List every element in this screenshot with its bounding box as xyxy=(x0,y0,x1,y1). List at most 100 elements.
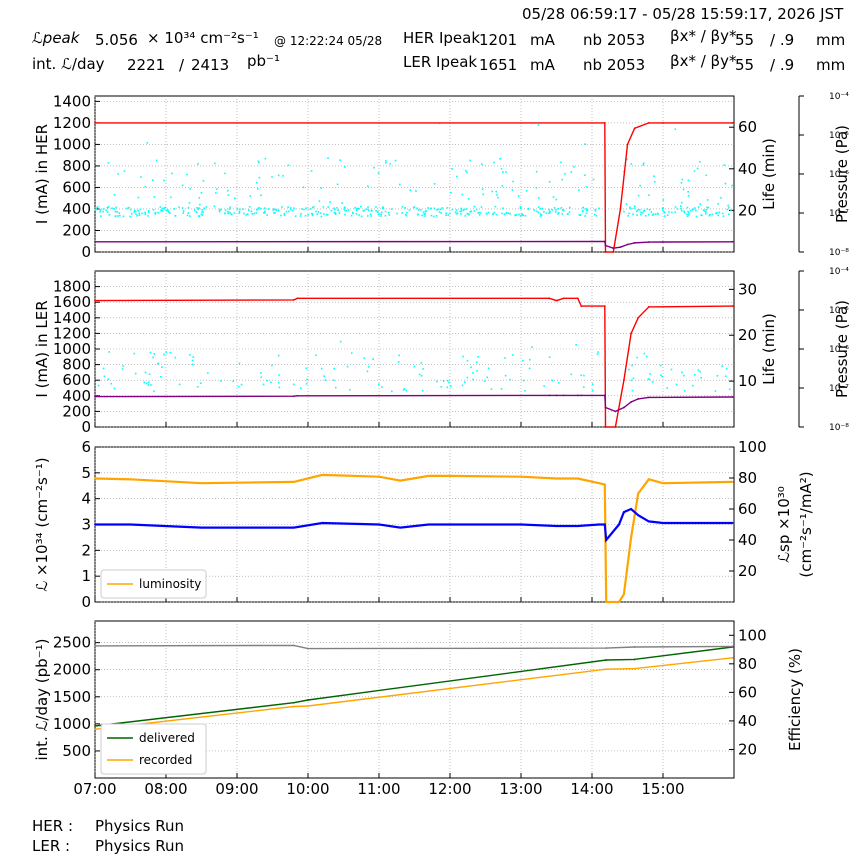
scatter-point-0-462 xyxy=(129,208,132,211)
scatter-point-0-445 xyxy=(285,210,288,213)
scatter-point-0-261 xyxy=(100,215,102,217)
data-point-2-1-19 xyxy=(647,520,650,523)
scatter-point-0-425 xyxy=(518,213,520,216)
data-point-2-1-3 xyxy=(292,526,295,529)
y-tick-label-3-1: 1000 xyxy=(53,715,91,733)
scatter-point-0-103 xyxy=(370,215,373,217)
scatter-point-1-102 xyxy=(163,353,165,356)
scatter-point-0-466 xyxy=(182,210,185,212)
scatter-point-0-337 xyxy=(199,203,201,206)
scatter-point-1-152 xyxy=(725,367,728,370)
scatter-point-0-500 xyxy=(680,208,682,210)
scatter-point-1-57 xyxy=(147,384,150,386)
scatter-point-0-311 xyxy=(578,189,580,191)
scatter-point-0-330 xyxy=(668,211,670,213)
scatter-point-0-198 xyxy=(496,194,498,196)
data-point-0-1-0 xyxy=(94,240,96,243)
scatter-point-1-31 xyxy=(121,368,124,370)
scatter-point-0-406 xyxy=(654,213,657,215)
scatter-point-1-99 xyxy=(660,374,662,376)
scatter-point-0-290 xyxy=(134,210,137,213)
scatter-point-0-443 xyxy=(493,211,496,214)
scatter-point-0-365 xyxy=(339,159,341,161)
scatter-point-1-107 xyxy=(157,362,160,365)
ler-beta-y: / .9 xyxy=(770,56,795,74)
scatter-point-0-427 xyxy=(157,211,159,214)
scatter-point-0-101 xyxy=(570,171,573,173)
scatter-point-0-167 xyxy=(548,180,551,183)
scatter-point-1-104 xyxy=(651,381,654,383)
scatter-point-1-154 xyxy=(346,365,349,368)
scatter-point-0-533 xyxy=(182,212,185,214)
scatter-point-1-142 xyxy=(670,368,673,371)
scatter-point-0-471 xyxy=(465,208,468,210)
y2-tick-label-2-0: 20 xyxy=(738,562,757,580)
scatter-point-0-332 xyxy=(709,213,711,216)
scatter-point-0-155 xyxy=(401,212,403,214)
scatter-point-0-128 xyxy=(168,211,170,213)
scatter-point-0-509 xyxy=(424,210,427,212)
data-point-2-1-13 xyxy=(603,523,606,526)
scatter-point-0-549 xyxy=(398,183,401,186)
scatter-point-1-98 xyxy=(232,380,235,383)
scatter-point-0-458 xyxy=(382,206,384,208)
scatter-point-1-69 xyxy=(721,365,723,367)
scatter-point-1-77 xyxy=(366,370,369,373)
scatter-point-0-570 xyxy=(541,207,544,210)
scatter-point-0-359 xyxy=(289,207,292,209)
scatter-point-1-131 xyxy=(466,359,469,362)
scatter-point-0-21 xyxy=(388,214,391,216)
scatter-point-0-552 xyxy=(561,213,563,215)
y-tick-label-2-4: 4 xyxy=(81,490,91,508)
data-point-1-1-7 xyxy=(580,394,583,397)
scatter-point-0-559 xyxy=(503,213,506,216)
scatter-point-1-28 xyxy=(700,376,703,379)
scatter-point-0-104 xyxy=(242,208,244,210)
scatter-point-0-567 xyxy=(627,215,629,217)
data-point-1-0-11 xyxy=(623,379,625,382)
scatter-point-0-338 xyxy=(666,214,669,217)
scatter-point-0-130 xyxy=(724,182,727,185)
ler-status-label: LER : xyxy=(32,837,71,855)
scatter-point-0-110 xyxy=(582,206,584,209)
scatter-point-0-173 xyxy=(227,212,229,215)
scatter-point-0-321 xyxy=(697,206,700,208)
scatter-point-0-38 xyxy=(309,208,312,210)
scatter-point-0-560 xyxy=(108,214,111,216)
scatter-point-0-550 xyxy=(311,213,314,215)
scatter-point-0-388 xyxy=(337,209,339,212)
y-tick-label-3-3: 2000 xyxy=(53,661,91,679)
scatter-point-0-186 xyxy=(257,160,260,163)
scatter-point-0-242 xyxy=(586,209,589,211)
scatter-point-1-86 xyxy=(500,388,503,390)
intl-label: int. ℒ/day xyxy=(32,55,105,73)
y-tick-label-1-6: 1200 xyxy=(53,324,91,342)
scatter-point-0-10 xyxy=(674,206,677,208)
scatter-point-1-47 xyxy=(466,376,469,379)
scatter-point-0-49 xyxy=(687,195,690,197)
scatter-point-1-160 xyxy=(262,383,265,386)
scatter-point-1-58 xyxy=(153,353,156,355)
y2-tick-label-3-1: 40 xyxy=(738,712,757,730)
scatter-point-1-36 xyxy=(504,357,506,359)
scatter-point-0-448 xyxy=(203,207,206,210)
scatter-point-1-157 xyxy=(350,352,353,354)
scatter-point-0-143 xyxy=(464,169,467,172)
scatter-point-1-113 xyxy=(405,389,407,392)
data-point-0-0-4 xyxy=(619,208,622,210)
scatter-point-0-618 xyxy=(275,209,278,212)
data-point-2-0-19 xyxy=(647,478,650,481)
scatter-point-1-33 xyxy=(591,383,594,385)
scatter-point-1-59 xyxy=(472,378,474,381)
scatter-point-0-553 xyxy=(126,207,128,210)
scatter-point-0-244 xyxy=(227,189,229,192)
scatter-point-0-492 xyxy=(273,208,275,210)
scatter-point-0-582 xyxy=(363,209,366,212)
y-tick-label-2-5: 5 xyxy=(81,464,91,482)
data-point-0-1-8 xyxy=(662,241,664,243)
scatter-point-0-36 xyxy=(539,208,542,210)
scatter-point-0-397 xyxy=(730,209,732,211)
scatter-point-0-329 xyxy=(219,208,221,211)
scatter-point-0-249 xyxy=(144,185,147,188)
scatter-point-0-473 xyxy=(501,185,504,187)
